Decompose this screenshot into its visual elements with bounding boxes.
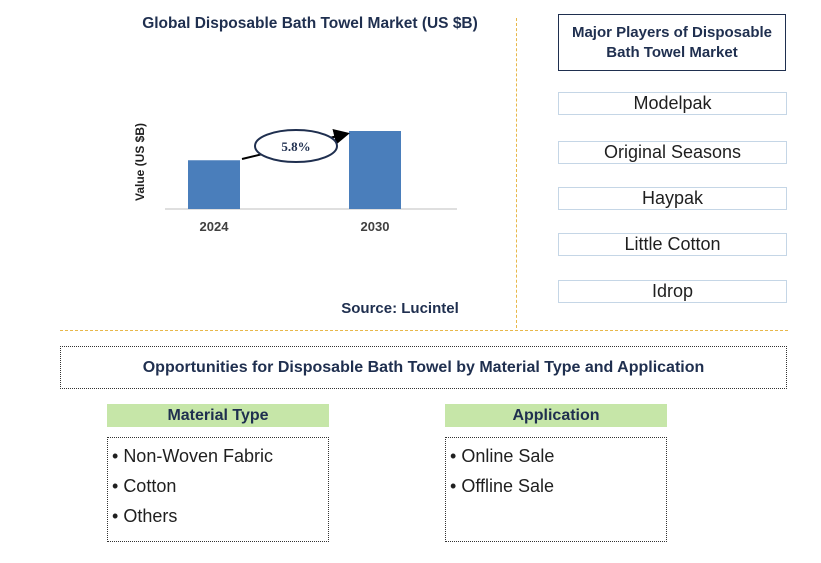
chart-title: Global Disposable Bath Towel Market (US … bbox=[142, 15, 478, 32]
bar-2024 bbox=[188, 160, 240, 209]
x-tick-label: 2024 bbox=[200, 219, 230, 234]
player-item: Haypak bbox=[558, 187, 787, 210]
application-list: • Online Sale • Offline Sale bbox=[445, 437, 667, 542]
y-axis-label: Value (US $B) bbox=[133, 123, 147, 201]
application-header: Application bbox=[445, 404, 667, 427]
material-type-list: • Non-Woven Fabric • Cotton • Others bbox=[107, 437, 329, 542]
bar-2030 bbox=[349, 131, 401, 209]
bar-chart: Value (US $B) 2024 2030 5.8% bbox=[133, 123, 457, 234]
opportunities-title: Opportunities for Disposable Bath Towel … bbox=[60, 346, 787, 389]
material-type-header: Material Type bbox=[107, 404, 329, 427]
source-label: Source: Lucintel bbox=[341, 300, 459, 317]
x-tick-label: 2030 bbox=[361, 219, 390, 234]
list-item: • Others bbox=[112, 506, 178, 526]
list-item: • Non-Woven Fabric bbox=[112, 446, 274, 466]
horizontal-divider bbox=[60, 330, 788, 331]
list-item: • Offline Sale bbox=[450, 476, 555, 496]
player-item: Idrop bbox=[558, 280, 787, 303]
players-title: Major Players of Disposable Bath Towel M… bbox=[558, 14, 786, 71]
list-item: • Cotton bbox=[112, 476, 177, 496]
player-item: Little Cotton bbox=[558, 233, 787, 256]
vertical-divider bbox=[516, 18, 517, 328]
player-item: Modelpak bbox=[558, 92, 787, 115]
player-item: Original Seasons bbox=[558, 141, 787, 164]
growth-rate-badge bbox=[254, 129, 338, 163]
list-item: • Online Sale bbox=[450, 446, 555, 466]
growth-rate-label: 5.8% bbox=[281, 139, 310, 154]
